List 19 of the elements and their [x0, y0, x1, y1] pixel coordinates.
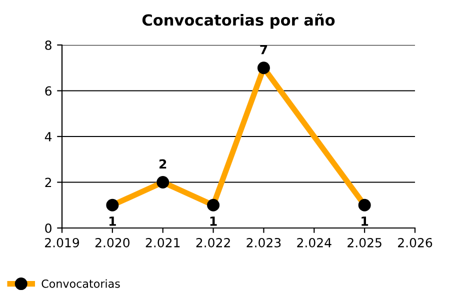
x-tick-label: 2.023 — [246, 238, 281, 248]
chart-title: Convocatorias por año — [142, 14, 335, 29]
y-tick-label: 0 — [45, 223, 52, 233]
x-tick-label: 2.021 — [146, 238, 180, 248]
y-tick-label: 8 — [45, 40, 52, 50]
y-tick-label: 6 — [45, 86, 52, 96]
y-tick-label: 4 — [44, 132, 52, 142]
x-tick-label: 2.025 — [348, 238, 382, 248]
legend-label: Convocatorias — [42, 279, 120, 288]
x-tick-label: 2.026 — [398, 238, 432, 248]
x-tick-label: 2.020 — [95, 238, 130, 248]
data-label: 2 — [159, 159, 166, 169]
data-label: 1 — [210, 216, 217, 226]
x-tick-label: 2.019 — [45, 238, 80, 248]
data-label: 1 — [362, 216, 368, 226]
data-label: 1 — [109, 216, 116, 226]
y-tick-label: 2 — [45, 178, 52, 187]
x-tick-label: 2.022 — [196, 238, 230, 248]
x-tick-label: 2.024 — [297, 238, 332, 248]
